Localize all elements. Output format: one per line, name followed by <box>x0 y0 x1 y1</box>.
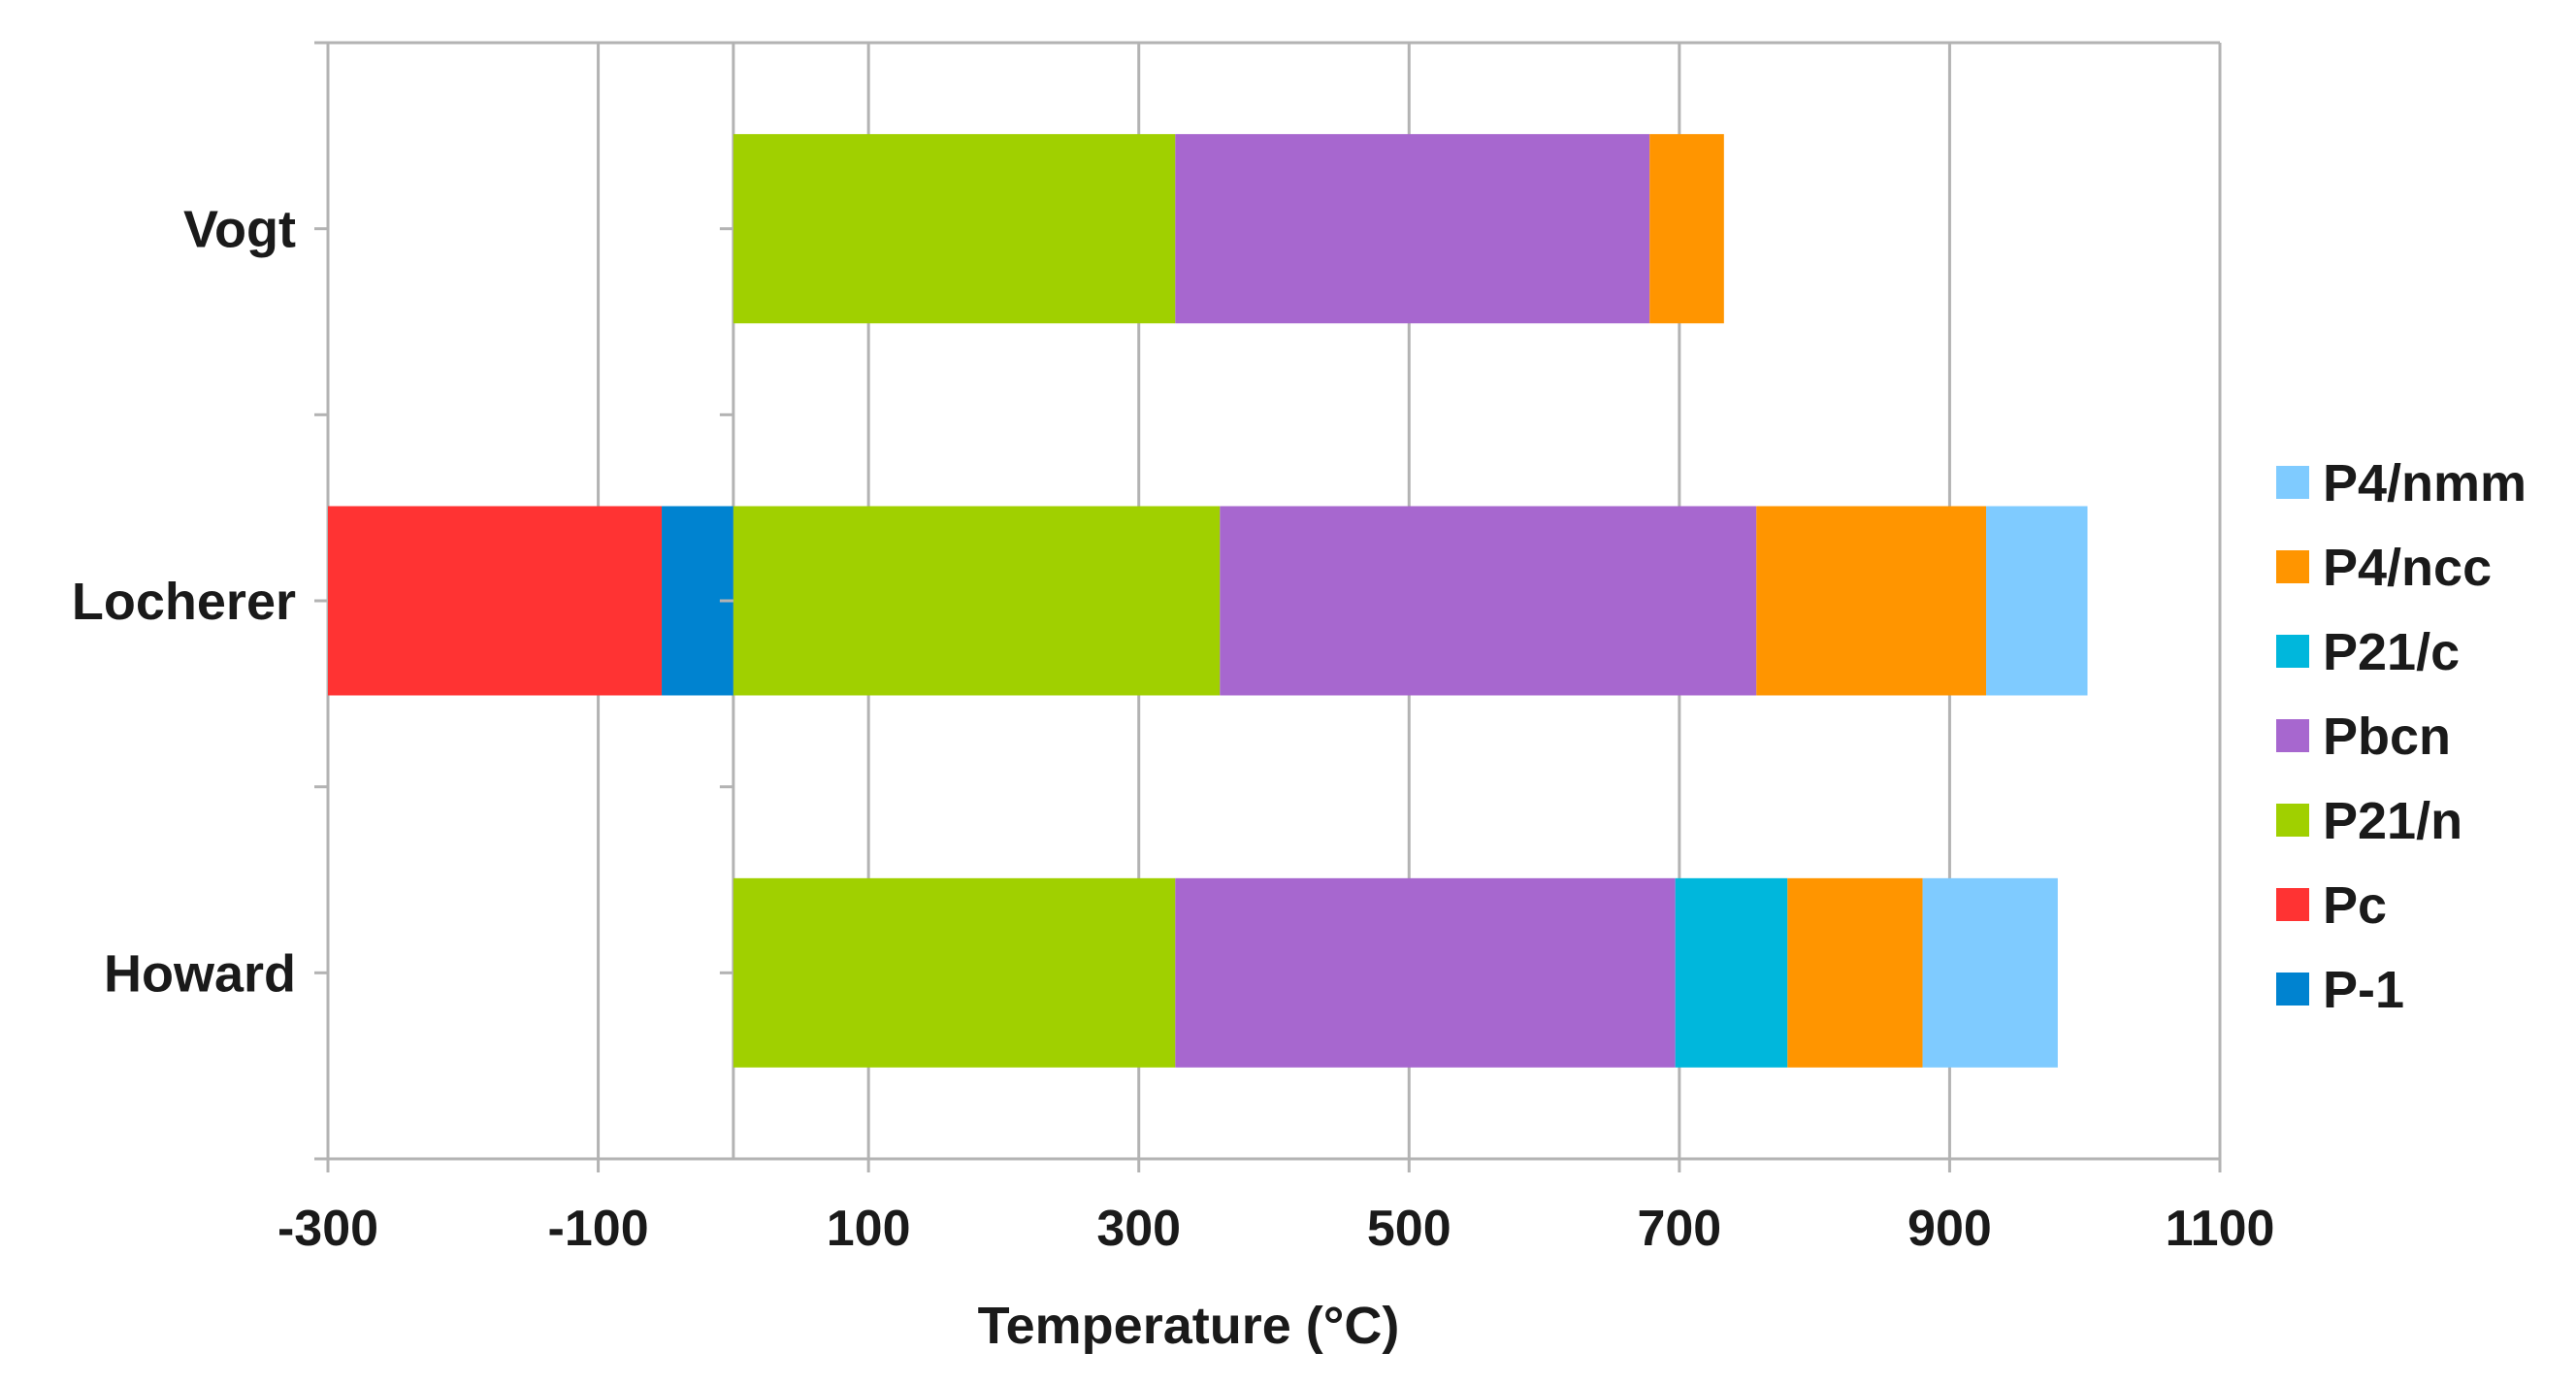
legend: P4/nmm P4/ncc P21/c Pbcn P21/n Pc P-1 <box>2276 454 2527 1019</box>
x-tick-label: 700 <box>1637 1201 1721 1257</box>
legend-item: P4/ncc <box>2276 539 2492 597</box>
legend-swatch <box>2276 973 2309 1006</box>
y-category-label: Locherer <box>72 573 296 631</box>
legend-item: Pbcn <box>2276 708 2451 766</box>
x-tick-label: 300 <box>1096 1201 1181 1257</box>
bar-segment-vogt-pbcn <box>1175 134 1650 324</box>
bar-segment-locherer-p4-nmm <box>1986 506 2088 696</box>
bar-segment-howard-p4-nmm <box>1922 877 2058 1068</box>
bars <box>328 134 2088 1068</box>
legend-swatch <box>2276 635 2309 668</box>
bar-segment-howard-p21-c <box>1675 877 1788 1068</box>
y-category-label: Vogt <box>183 201 296 259</box>
legend-label: P4/ncc <box>2323 539 2492 597</box>
x-tick-label: 1100 <box>2166 1201 2275 1257</box>
legend-swatch <box>2276 804 2309 837</box>
bar-segment-vogt-p21-n <box>733 134 1176 324</box>
legend-label: Pc <box>2323 876 2387 935</box>
bar-segment-vogt-p4-ncc <box>1649 134 1724 324</box>
legend-swatch <box>2276 719 2309 752</box>
x-tick-label: 900 <box>1908 1201 1992 1257</box>
bar-segment-locherer-p4-ncc <box>1756 506 1987 696</box>
legend-item: P21/n <box>2276 792 2462 850</box>
bar-segment-howard-p21-n <box>733 877 1176 1068</box>
legend-swatch <box>2276 466 2309 499</box>
legend-item: P4/nmm <box>2276 454 2527 512</box>
bar-segment-locherer-p21-n <box>733 506 1221 696</box>
legend-item: P21/c <box>2276 623 2460 681</box>
axes <box>314 41 2222 1172</box>
legend-label: P21/n <box>2323 792 2462 850</box>
bar-segment-howard-p4-ncc <box>1787 877 1923 1068</box>
bar-segment-locherer-pbcn <box>1220 506 1757 696</box>
legend-label: Pbcn <box>2323 708 2451 766</box>
x-tick-label: 100 <box>827 1201 911 1257</box>
legend-item: Pc <box>2276 876 2387 935</box>
x-tick-labels: -300 -100 100 300 500 700 900 1100 <box>277 1201 2274 1257</box>
bar-segment-locherer-pc <box>328 506 663 696</box>
legend-swatch <box>2276 550 2309 583</box>
y-category-label: Howard <box>104 944 296 1003</box>
x-tick-label: -100 <box>548 1201 649 1257</box>
x-tick-label: -300 <box>277 1201 378 1257</box>
x-tick-label: 500 <box>1367 1201 1451 1257</box>
legend-label: P-1 <box>2323 961 2404 1019</box>
legend-item: P-1 <box>2276 961 2404 1019</box>
y-category-labels: Howard Locherer Vogt <box>72 201 296 1004</box>
legend-label: P4/nmm <box>2323 454 2527 512</box>
bar-segment-howard-pbcn <box>1175 877 1676 1068</box>
x-axis-title: Temperature (°C) <box>978 1297 1400 1355</box>
legend-swatch <box>2276 888 2309 921</box>
legend-label: P21/c <box>2323 623 2460 681</box>
